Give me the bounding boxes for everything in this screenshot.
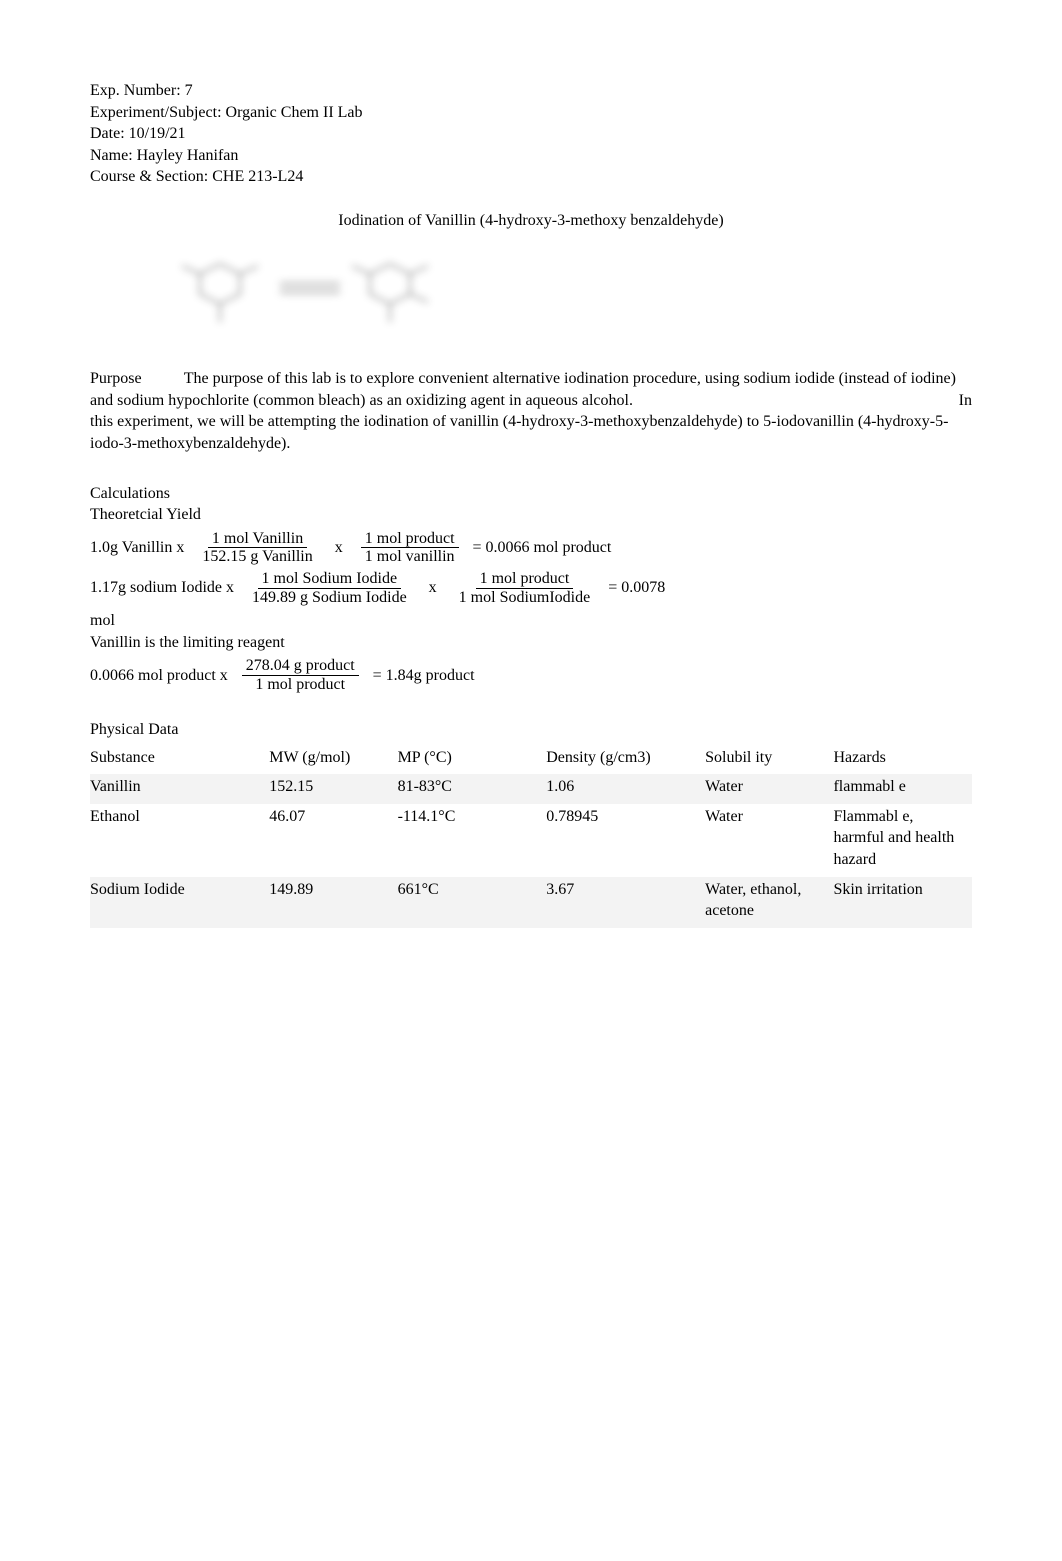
purpose-body-main: The purpose of this lab is to explore co… [90, 370, 956, 409]
cell-solubility: Water, ethanol, acetone [705, 877, 833, 928]
cell-solubility: Water [705, 774, 833, 804]
cell-substance: Ethanol [90, 804, 269, 877]
col-substance: Substance [90, 745, 269, 775]
calc-nai-left: 1.17g sodium Iodide x [90, 577, 234, 599]
name-label: Name: [90, 147, 133, 164]
calc-row-vanillin: 1.0g Vanillin x 1 mol Vanillin 152.15 g … [90, 530, 972, 566]
limiting-reagent-line: Vanillin is the limiting reagent [90, 632, 972, 654]
name-value: Hayley Hanifan [137, 147, 239, 164]
frac-num: 1 mol Vanillin [208, 530, 307, 549]
frac-den: 152.15 g Vanillin [198, 548, 316, 566]
cell-density: 1.06 [546, 774, 705, 804]
frac-num: 1 mol product [476, 570, 574, 589]
table-row: Sodium Iodide 149.89 661°C 3.67 Water, e… [90, 877, 972, 928]
reaction-diagram [170, 244, 972, 351]
frac-num: 278.04 g product [242, 657, 359, 676]
calculations-section: Calculations Theoretcial Yield 1.0g Vani… [90, 483, 972, 694]
experiment-title: Iodination of Vanillin (4-hydroxy-3-meth… [90, 210, 972, 232]
calc-nai-result: = 0.0078 [608, 577, 665, 599]
name-line: Name: Hayley Hanifan [90, 145, 972, 167]
table-row: Vanillin 152.15 81-83°C 1.06 Water flamm… [90, 774, 972, 804]
calc-vanillin-frac1: 1 mol Vanillin 152.15 g Vanillin [198, 530, 316, 566]
cell-density: 0.78945 [546, 804, 705, 877]
subject-label: Experiment/Subject: [90, 104, 222, 121]
calc-row-product: 0.0066 mol product x 278.04 g product 1 … [90, 657, 972, 693]
date-value: 10/19/21 [129, 125, 186, 142]
table-row: Ethanol 46.07 -114.1°C 0.78945 Water Fla… [90, 804, 972, 877]
calc-vanillin-left: 1.0g Vanillin x [90, 537, 184, 559]
cell-hazards: flammabl e [833, 774, 972, 804]
frac-num: 1 mol product [361, 530, 459, 549]
cell-hazards: Flammabl e, harmful and health hazard [833, 804, 972, 877]
calc-product-result: = 1.84g product [373, 665, 475, 687]
date-line: Date: 10/19/21 [90, 123, 972, 145]
calculations-heading: Calculations [90, 483, 972, 505]
calc-product-frac: 278.04 g product 1 mol product [242, 657, 359, 693]
cell-hazards: Skin irritation [833, 877, 972, 928]
exp-number-value: 7 [185, 82, 193, 99]
exp-number-label: Exp. Number: [90, 82, 181, 99]
purpose-label: Purpose [90, 368, 180, 390]
subject-value: Organic Chem II Lab [226, 104, 363, 121]
cell-mp: 81-83°C [398, 774, 547, 804]
times-symbol: x [429, 577, 437, 599]
col-density: Density (g/cm3) [546, 745, 705, 775]
cell-solubility: Water [705, 804, 833, 877]
cell-mp: 661°C [398, 877, 547, 928]
frac-den: 1 mol vanillin [361, 548, 459, 566]
purpose-section: Purpose The purpose of this lab is to ex… [90, 368, 972, 454]
cell-mw: 46.07 [269, 804, 397, 877]
col-mp: MP (°C) [398, 745, 547, 775]
date-label: Date: [90, 125, 125, 142]
course-line: Course & Section: CHE 213-L24 [90, 166, 972, 188]
cell-density: 3.67 [546, 877, 705, 928]
course-label: Course & Section: [90, 168, 208, 185]
calc-product-left: 0.0066 mol product x [90, 665, 228, 687]
cell-substance: Vanillin [90, 774, 269, 804]
cell-substance: Sodium Iodide [90, 877, 269, 928]
frac-den: 1 mol product [251, 676, 349, 694]
frac-den: 1 mol SodiumIodide [455, 589, 595, 607]
cell-mw: 152.15 [269, 774, 397, 804]
frac-num: 1 mol Sodium Iodide [258, 570, 402, 589]
purpose-body-rest: this experiment, we will be attempting t… [90, 413, 948, 452]
table-header-row: Substance MW (g/mol) MP (°C) Density (g/… [90, 745, 972, 775]
theoretical-yield-label: Theoretcial Yield [90, 504, 972, 526]
calc-row-sodium-iodide: 1.17g sodium Iodide x 1 mol Sodium Iodid… [90, 570, 972, 606]
course-value: CHE 213-L24 [212, 168, 303, 185]
cell-mw: 149.89 [269, 877, 397, 928]
calc-nai-frac1: 1 mol Sodium Iodide 149.89 g Sodium Iodi… [248, 570, 411, 606]
cell-mp: -114.1°C [398, 804, 547, 877]
frac-den: 149.89 g Sodium Iodide [248, 589, 411, 607]
times-symbol: x [335, 537, 343, 559]
col-hazards: Hazards [833, 745, 972, 775]
calc-nai-frac2: 1 mol product 1 mol SodiumIodide [455, 570, 595, 606]
calc-nai-tail: mol [90, 610, 972, 632]
calc-vanillin-result: = 0.0066 mol product [473, 537, 612, 559]
subject-line: Experiment/Subject: Organic Chem II Lab [90, 102, 972, 124]
calc-vanillin-frac2: 1 mol product 1 mol vanillin [361, 530, 459, 566]
physical-data-heading: Physical Data [90, 719, 972, 741]
col-solubility: Solubil ity [705, 745, 833, 775]
col-mw: MW (g/mol) [269, 745, 397, 775]
exp-number-line: Exp. Number: 7 [90, 80, 972, 102]
physical-data-table: Substance MW (g/mol) MP (°C) Density (g/… [90, 745, 972, 928]
purpose-in-fragment: In [959, 390, 972, 412]
